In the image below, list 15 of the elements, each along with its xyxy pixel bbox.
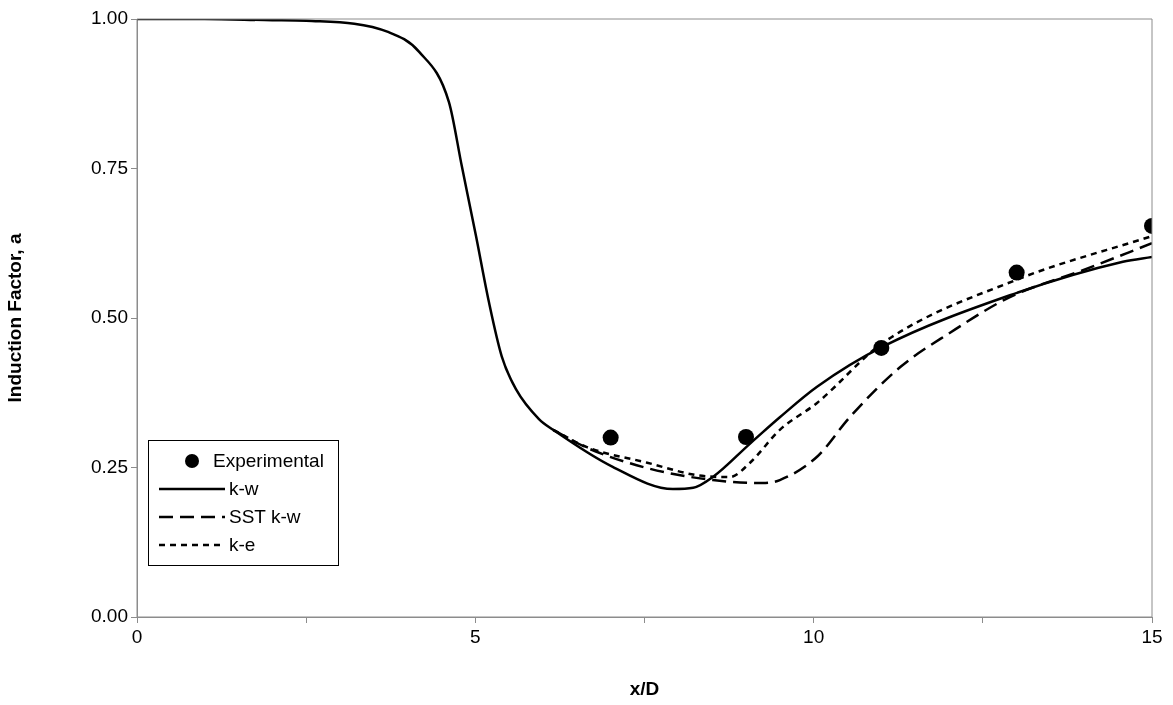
x-tick-label: 15 (1141, 625, 1163, 647)
legend-label: Experimental (213, 450, 324, 472)
y-tick-label: 0.75 (91, 156, 128, 178)
y-axis-title: Induction Factor, a (3, 233, 25, 403)
x-tick-label: 5 (470, 625, 481, 647)
x-tick-label: 10 (803, 625, 825, 647)
legend-label: k-e (229, 534, 256, 556)
y-tick-label: 0.00 (91, 605, 128, 627)
x-tick-label: 0 (131, 625, 143, 647)
y-tick-label: 0.50 (91, 306, 128, 328)
legend-label: k-w (229, 478, 259, 500)
legend-label: SST k-w (229, 506, 301, 528)
y-tick-label: 1.00 (91, 7, 128, 29)
y-tick-label: 0.25 (91, 455, 128, 477)
x-axis-title: x/D (629, 677, 660, 699)
